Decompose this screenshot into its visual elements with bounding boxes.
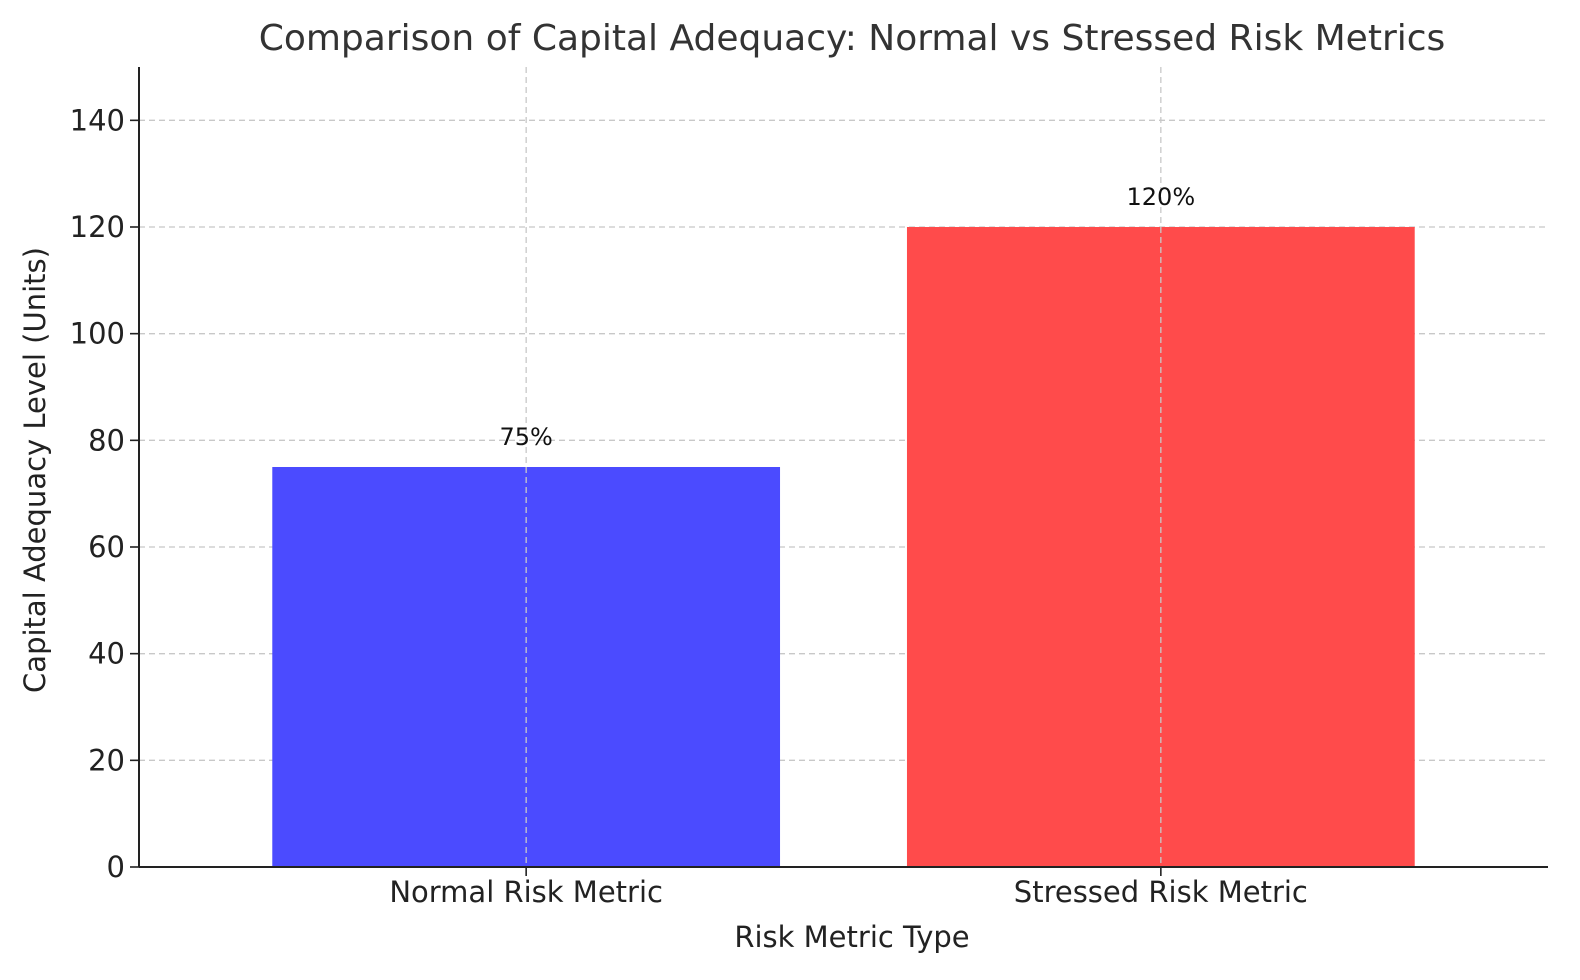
labels-layer: 0 20 40 60 80 100 120 140 Normal Risk Metric 75% S… [70,103,1308,909]
y-tick-label: 60 [88,530,125,564]
bar-data-label: 120% [1127,183,1196,211]
bar-data-label: 75% [499,423,552,451]
x-tick-label: Stressed Risk Metric [1014,875,1308,909]
axes-layer [130,67,1548,876]
y-tick-label: 40 [88,637,125,671]
chart-title: Comparison of Capital Adequacy: Normal v… [259,18,1446,59]
y-tick-label: 120 [70,210,125,244]
y-axis-label: Capital Adequacy Level (Units) [18,247,52,693]
x-tick-label: Normal Risk Metric [389,875,663,909]
y-tick-label: 0 [107,850,125,884]
vertical-grid-layer [525,67,1162,867]
x-axis-label: Risk Metric Type [734,920,969,954]
y-tick-label: 20 [88,743,125,777]
y-tick-label: 100 [70,317,125,351]
y-tick-label: 80 [88,423,125,457]
y-tick-label: 140 [70,103,125,137]
